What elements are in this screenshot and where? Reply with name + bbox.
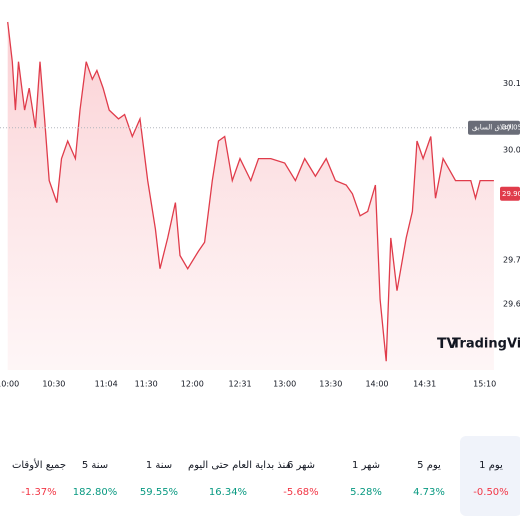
previous-close-box xyxy=(468,120,520,135)
period-label: جميع الأوقات xyxy=(11,460,67,471)
x-tick-label: 15:10 xyxy=(473,380,496,389)
period-label: 1 يوم xyxy=(479,460,503,471)
x-tick-label: 14:00 xyxy=(365,380,388,389)
last-price-value: 29.90 xyxy=(502,190,520,198)
period-label: 1 شهر xyxy=(351,460,381,471)
y-tick-label: 30.00 xyxy=(503,145,520,154)
period[interactable]: 1 سنة 59.55% xyxy=(128,436,190,516)
x-tick-label: 13:00 xyxy=(273,380,296,389)
previous-close-label: الإغلاق السابق xyxy=(472,124,514,132)
period-change: 4.73% xyxy=(413,487,445,498)
y-tick-label: 30.15 xyxy=(503,79,520,88)
period[interactable]: منذ بداية العام حتى اليوم 16.34% xyxy=(188,436,291,516)
chart: TradingView 𝗧𝗩 30.15 30.00 29.75 29.65 10:00… xyxy=(0,21,520,389)
period-label: 5 سنة xyxy=(81,460,109,471)
logo-icon: 𝗧𝗩 xyxy=(437,336,458,352)
period-change: -0.50% xyxy=(473,487,509,498)
x-tick-label: 10:30 xyxy=(42,380,65,389)
period[interactable]: 5 سنة 182.80% xyxy=(64,436,126,516)
area xyxy=(7,22,494,370)
period-label: 6 شهر xyxy=(286,460,316,471)
x-tick-label: 14:31 xyxy=(413,380,436,389)
last-price-box xyxy=(500,186,520,201)
period-change: -5.68% xyxy=(283,487,319,498)
period-change: 59.55% xyxy=(139,487,179,498)
period-change: 5.28% xyxy=(350,487,382,498)
x-tick-label: 12:00 xyxy=(181,380,204,389)
period[interactable]: 6 شهر -5.68% xyxy=(270,436,332,516)
period[interactable]: 1 شهر 5.28% xyxy=(335,436,397,516)
period[interactable]: 1 يوم -0.50% xyxy=(460,436,520,516)
x-tick-label: 11:04 xyxy=(95,380,118,389)
price-line xyxy=(7,21,494,362)
logo: TradingView xyxy=(452,337,520,352)
x-tick-label: 11:30 xyxy=(135,380,158,389)
period-label: منذ بداية العام حتى اليوم xyxy=(188,460,291,471)
period[interactable]: جميع الأوقات -1.37% xyxy=(8,436,70,516)
x-tick-label: 12:31 xyxy=(229,380,252,389)
x-tick-label: 10:00 xyxy=(0,380,19,389)
y-tick-label: 29.65 xyxy=(503,299,520,308)
y-tick-label: 29.75 xyxy=(503,255,520,264)
period[interactable]: 5 يوم 4.73% xyxy=(398,436,460,516)
period-change: 16.34% xyxy=(208,487,248,498)
period-change: -1.37% xyxy=(21,487,57,498)
period-label: 5 يوم xyxy=(417,460,441,471)
period-change: 182.80% xyxy=(72,487,118,498)
previous-close-value: 30.05 xyxy=(502,124,520,132)
x-tick-label: 13:30 xyxy=(319,380,342,389)
period-label: 1 سنة xyxy=(145,460,173,471)
